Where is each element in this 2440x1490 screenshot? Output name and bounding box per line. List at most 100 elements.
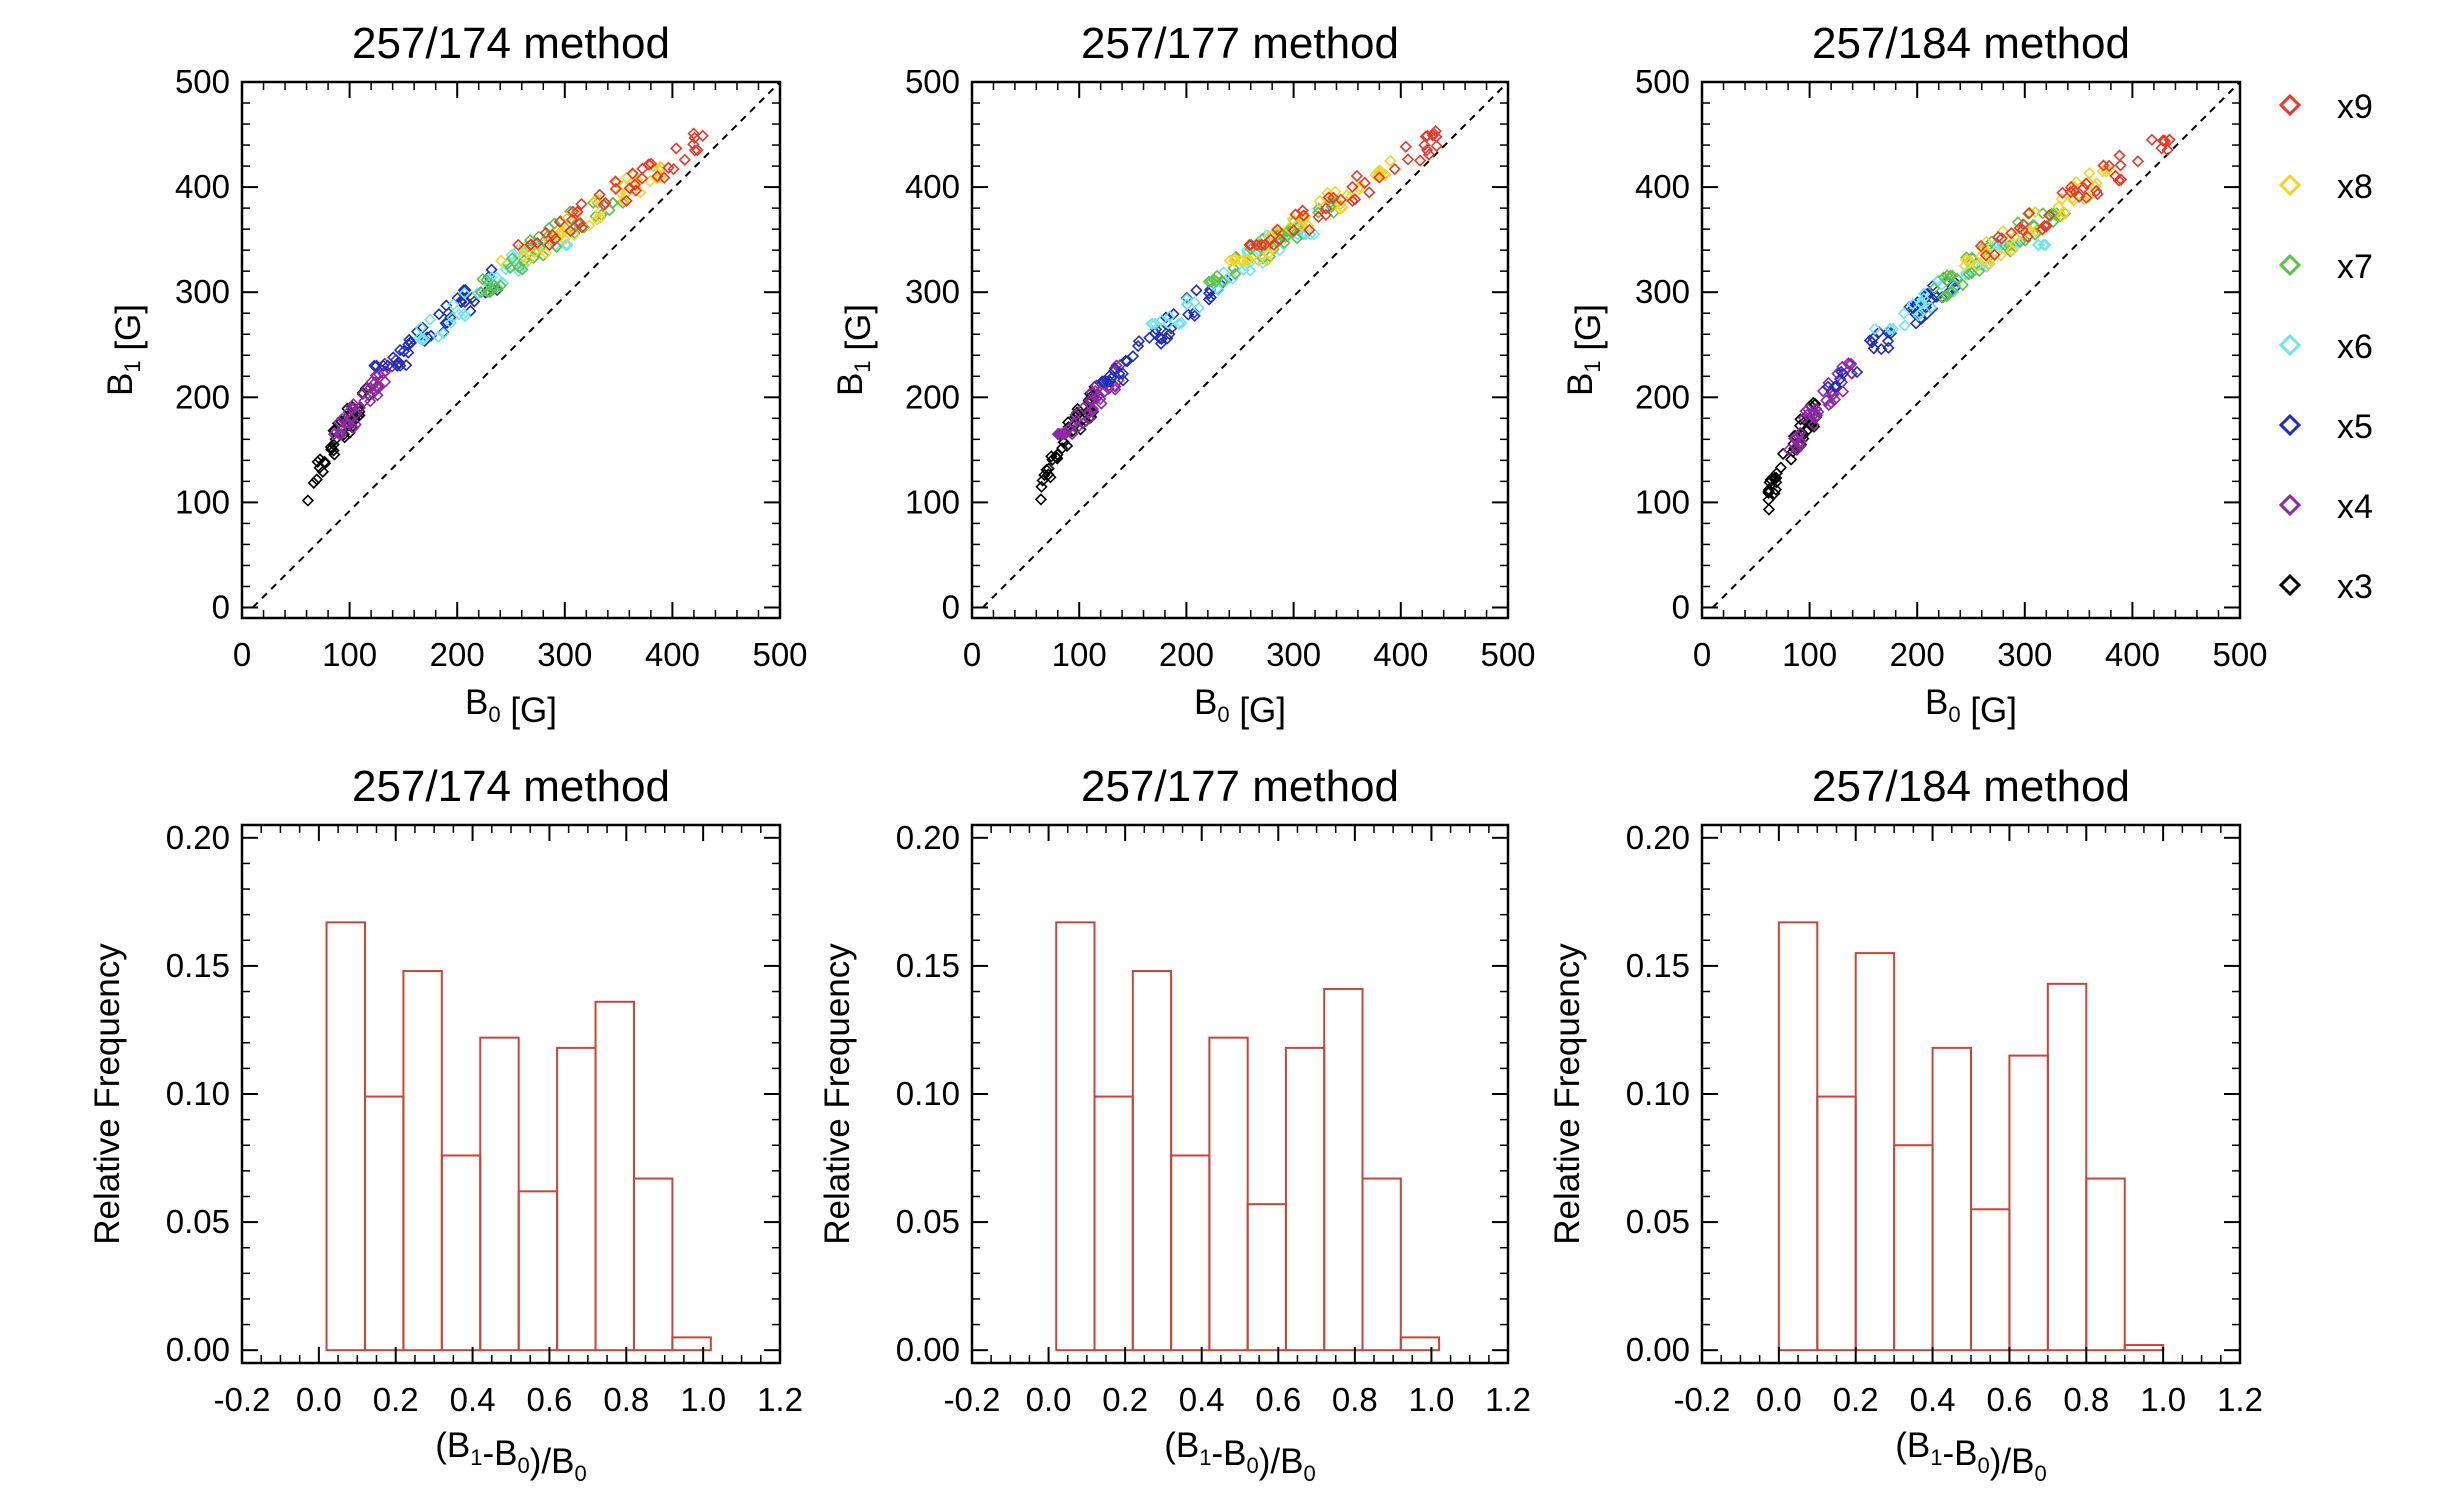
point-x8: [1958, 259, 1972, 273]
point-x3: [307, 476, 320, 489]
x-tick-label: 1.0: [680, 1381, 726, 1418]
point-x6: [1219, 274, 1232, 288]
point-x7: [1939, 289, 1953, 302]
point-x4: [334, 423, 348, 437]
point-x6: [1237, 263, 1250, 277]
point-x9: [1319, 208, 1333, 222]
point-x8: [2067, 180, 2081, 193]
panel-title: 257/184 method: [1812, 762, 2130, 811]
point-x4: [1086, 394, 1099, 407]
point-x9: [1373, 171, 1386, 184]
point-x9: [2109, 169, 2122, 183]
point-x4: [1842, 357, 1855, 370]
point-x5: [457, 284, 470, 297]
point-x7: [480, 273, 493, 286]
histogram-bar: [1208, 1036, 1249, 1352]
point-x4: [369, 376, 382, 389]
identity-line: [982, 81, 1509, 609]
legend-entry-x4: x4: [2278, 488, 2373, 526]
point-x9: [1244, 238, 1258, 252]
point-x9: [662, 161, 675, 174]
point-x8: [522, 254, 535, 267]
identity-line: [252, 81, 781, 609]
point-x9: [2103, 159, 2116, 173]
point-x5: [404, 336, 417, 350]
point-x6: [1906, 298, 1919, 311]
point-x3: [1071, 402, 1084, 416]
point-x7: [1210, 269, 1224, 282]
histogram-bars: [1055, 921, 1441, 1352]
point-x6: [1898, 319, 1911, 332]
point-x4: [1083, 412, 1096, 425]
y-tick-label: 0.05: [166, 1203, 230, 1240]
identity-line: [1712, 81, 2241, 609]
point-x6: [1155, 314, 1168, 327]
point-x8: [1263, 230, 1276, 243]
histogram-bar: [1777, 921, 1819, 1352]
legend-marker: [2278, 253, 2302, 277]
point-x7: [2053, 210, 2067, 223]
y-tick-label: 200: [175, 378, 230, 415]
point-x8: [555, 224, 569, 238]
point-x9: [1346, 194, 1359, 208]
point-x4: [1825, 396, 1838, 410]
point-x7: [548, 217, 561, 230]
point-x5: [370, 359, 383, 372]
x-tick-label: 0.0: [1026, 1381, 1072, 1418]
histogram-bar: [1399, 1336, 1441, 1352]
y-axis-label: B1 [G]: [831, 304, 878, 396]
y-axis-label: B1 [G]: [1561, 304, 1608, 396]
point-x6: [432, 330, 445, 343]
point-x9: [1334, 193, 1347, 206]
point-x5: [1165, 322, 1178, 335]
point-x9: [1303, 223, 1316, 237]
point-x6: [1916, 297, 1929, 310]
x-tick-label: 0.0: [296, 1381, 342, 1418]
point-x4: [1083, 394, 1097, 407]
point-x5: [1096, 375, 1109, 388]
point-x6: [1256, 256, 1270, 270]
point-x9: [553, 215, 566, 229]
point-x9: [670, 142, 683, 155]
y-axis-label: Relative Frequency: [88, 943, 127, 1245]
x-tick-label: 0.8: [603, 1381, 649, 1418]
point-x9: [2043, 209, 2056, 222]
point-x5: [1882, 341, 1895, 354]
legend-label: x9: [2337, 88, 2373, 126]
x-tick-label: 400: [1373, 636, 1428, 673]
point-x3: [1774, 461, 1787, 474]
y-tick-label: 500: [175, 63, 230, 100]
point-x9: [2077, 181, 2090, 195]
point-x4: [1807, 418, 1820, 431]
point-x9: [1426, 129, 1439, 142]
point-x4: [373, 368, 386, 381]
point-x7: [537, 249, 550, 262]
point-x5: [424, 329, 438, 342]
point-x9: [531, 236, 544, 250]
point-x9: [1401, 153, 1415, 166]
histogram-bar: [2008, 1054, 2049, 1352]
point-x8: [634, 186, 647, 199]
y-tick-label: 0.00: [166, 1331, 230, 1368]
point-x9: [2005, 227, 2018, 240]
histogram-bar: [671, 1336, 712, 1352]
y-tick-label: 200: [905, 378, 960, 415]
point-x3: [337, 428, 351, 441]
point-x5: [468, 295, 481, 308]
histogram-bar: [2046, 982, 2088, 1352]
point-x6: [452, 308, 466, 321]
point-x8: [539, 246, 553, 260]
point-x9: [549, 232, 562, 246]
point-x5: [402, 338, 415, 351]
point-x6: [1868, 322, 1882, 336]
panel-title: 257/184 method: [1812, 19, 2130, 68]
point-x9: [1388, 162, 1401, 176]
point-x9: [688, 131, 701, 145]
point-x4: [1801, 403, 1815, 416]
point-x5: [1155, 332, 1168, 346]
histogram-bar: [517, 1190, 559, 1352]
point-x8: [2052, 200, 2065, 213]
y-tick-label: 0.05: [1626, 1203, 1690, 1240]
point-x9: [1267, 238, 1280, 252]
point-x7: [1965, 267, 1978, 280]
